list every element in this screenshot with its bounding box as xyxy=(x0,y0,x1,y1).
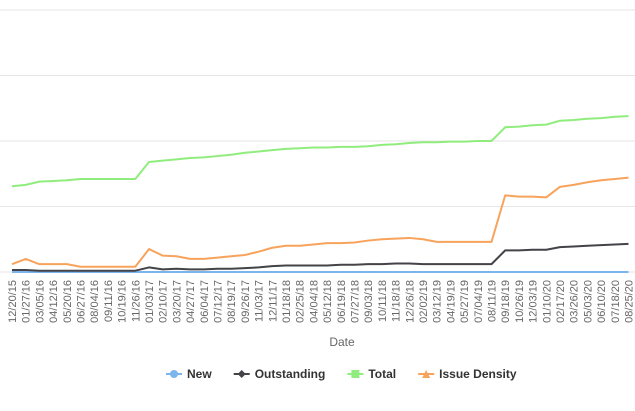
x-tick-label: 01/03/17 xyxy=(144,280,156,323)
x-tick-label: 02/17/20 xyxy=(555,280,567,323)
x-tick-label: 09/11/16 xyxy=(103,280,115,322)
x-tick-label: 04/27/17 xyxy=(185,280,197,323)
x-tick-label: 11/18/18 xyxy=(391,280,403,322)
x-tick-label: 09/18/19 xyxy=(500,280,512,323)
legend-label: Issue Density xyxy=(439,367,517,381)
x-tick-label: 03/20/17 xyxy=(171,280,183,323)
x-tick-label: 05/03/20 xyxy=(582,280,594,323)
x-tick-label: 10/11/18 xyxy=(377,280,389,322)
legend-label: New xyxy=(187,367,212,381)
x-tick-label: 07/12/17 xyxy=(213,280,225,323)
x-tick-label: 06/10/20 xyxy=(596,280,608,323)
x-tick-label: 12/11/17 xyxy=(267,280,279,322)
x-tick-label: 02/10/17 xyxy=(158,280,170,323)
x-tick-label: 01/18/18 xyxy=(281,280,293,323)
x-axis-title: Date xyxy=(329,335,355,349)
x-tick-label: 07/04/19 xyxy=(473,280,485,323)
x-tick-label: 04/04/18 xyxy=(308,280,320,323)
series-line xyxy=(12,116,629,186)
legend-item[interactable]: New xyxy=(166,367,212,381)
legend-marker xyxy=(170,370,178,378)
legend-item[interactable]: Total xyxy=(347,367,396,381)
legend-marker xyxy=(351,370,359,378)
x-tick-label: 12/03/19 xyxy=(528,280,540,323)
legend-item[interactable]: Outstanding xyxy=(234,367,326,381)
x-tick-label: 11/26/16 xyxy=(130,280,142,322)
x-tick-label: 03/26/20 xyxy=(569,280,581,323)
x-tick-label: 01/10/20 xyxy=(541,280,553,323)
x-tick-label: 10/26/19 xyxy=(514,280,526,323)
x-tick-label: 09/03/18 xyxy=(363,280,375,323)
x-tick-label: 08/19/17 xyxy=(226,280,238,323)
x-tick-label: 11/03/17 xyxy=(254,280,266,322)
x-tick-label: 08/25/20 xyxy=(624,280,635,323)
x-tick-label: 08/04/16 xyxy=(89,280,101,323)
legend-item[interactable]: Issue Density xyxy=(418,367,517,381)
x-tick-label: 01/27/16 xyxy=(21,280,33,323)
x-tick-label: 04/12/16 xyxy=(48,280,60,323)
legend-label: Total xyxy=(368,367,396,381)
x-tick-label: 03/05/16 xyxy=(34,280,46,323)
x-tick-label: 09/26/17 xyxy=(240,280,252,323)
x-tick-label: 02/02/19 xyxy=(418,280,430,323)
legend-label: Outstanding xyxy=(255,367,326,381)
x-tick-label: 12/20/15 xyxy=(7,280,19,323)
x-tick-label: 03/12/19 xyxy=(432,280,444,323)
x-tick-label: 05/27/19 xyxy=(459,280,471,323)
x-tick-label: 10/19/16 xyxy=(117,280,129,323)
x-tick-label: 06/19/18 xyxy=(336,280,348,323)
x-tick-label: 05/12/18 xyxy=(322,280,334,323)
x-tick-label: 06/04/17 xyxy=(199,280,211,323)
x-tick-label: 12/26/18 xyxy=(404,280,416,323)
legend-marker xyxy=(238,370,246,378)
x-tick-label: 07/27/18 xyxy=(350,280,362,323)
x-tick-label: 04/19/19 xyxy=(445,280,457,323)
series-line xyxy=(12,178,629,267)
x-tick-label: 06/27/16 xyxy=(76,280,88,323)
x-tick-label: 05/20/16 xyxy=(62,280,74,323)
x-tick-label: 07/18/20 xyxy=(610,280,622,323)
x-tick-label: 08/11/19 xyxy=(487,280,499,322)
x-tick-label: 02/25/18 xyxy=(295,280,307,323)
